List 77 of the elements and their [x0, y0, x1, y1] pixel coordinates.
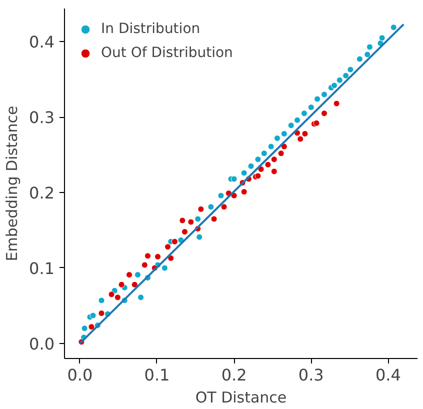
point [294, 116, 301, 124]
point [254, 172, 262, 180]
point [274, 134, 280, 142]
point [138, 294, 144, 301]
point [320, 91, 328, 98]
y-tick-label: 0.1 [29, 258, 55, 278]
point [81, 325, 88, 332]
x-axis-title: OT Distance [195, 388, 287, 406]
point [196, 234, 203, 240]
y-tick-label: 0.4 [29, 32, 55, 52]
point [108, 291, 115, 298]
point [333, 100, 340, 107]
point [342, 72, 350, 79]
point [88, 324, 95, 330]
point [297, 136, 304, 142]
point [218, 192, 224, 199]
y-axis-title: Embedding Distance [3, 106, 22, 262]
point [300, 110, 308, 117]
point [270, 168, 278, 175]
point [313, 120, 320, 126]
point [260, 150, 268, 157]
point [254, 156, 262, 163]
point [161, 264, 168, 272]
point [288, 122, 294, 129]
point [331, 82, 338, 89]
point [188, 218, 194, 226]
point [356, 56, 363, 62]
x-tick-label: 0.1 [144, 366, 170, 384]
point [336, 76, 343, 84]
point [168, 254, 174, 262]
point [268, 143, 274, 150]
point [378, 34, 386, 42]
point [98, 310, 105, 316]
point [131, 281, 138, 288]
point [248, 162, 254, 170]
y-tick-label: 0.3 [29, 108, 55, 128]
point [366, 44, 373, 50]
point [210, 216, 218, 222]
x-tick-label: 0.4 [375, 366, 401, 384]
point [280, 130, 288, 137]
point [194, 216, 202, 222]
point [114, 294, 121, 301]
y-tick-label: 0.2 [29, 184, 55, 203]
point [390, 24, 397, 31]
point [270, 156, 278, 163]
point [302, 130, 308, 137]
point [347, 66, 354, 73]
point [118, 281, 125, 288]
point [144, 252, 151, 260]
point [278, 150, 284, 157]
point [181, 228, 188, 236]
point [134, 272, 141, 278]
point [90, 312, 96, 319]
point [220, 204, 228, 210]
point [230, 176, 238, 182]
point [240, 170, 248, 176]
legend-label: In Distribution [101, 21, 200, 37]
y-tick-label: 0.0 [29, 334, 55, 354]
x-tick-label: 0.3 [298, 366, 324, 384]
point [314, 96, 321, 102]
point [179, 217, 186, 224]
x-tick-label: 0.2 [221, 366, 247, 384]
point [208, 204, 214, 210]
point [198, 206, 204, 212]
point [320, 110, 328, 117]
legend-label: Out Of Distribution [101, 45, 233, 61]
point [264, 161, 272, 168]
point [164, 244, 172, 250]
point [171, 238, 178, 245]
point [240, 188, 248, 196]
point [154, 253, 162, 260]
point [98, 297, 105, 304]
point [141, 262, 148, 268]
point [308, 104, 314, 111]
x-tick-label: 0.0 [67, 366, 93, 384]
point [364, 51, 371, 58]
point [126, 272, 132, 278]
